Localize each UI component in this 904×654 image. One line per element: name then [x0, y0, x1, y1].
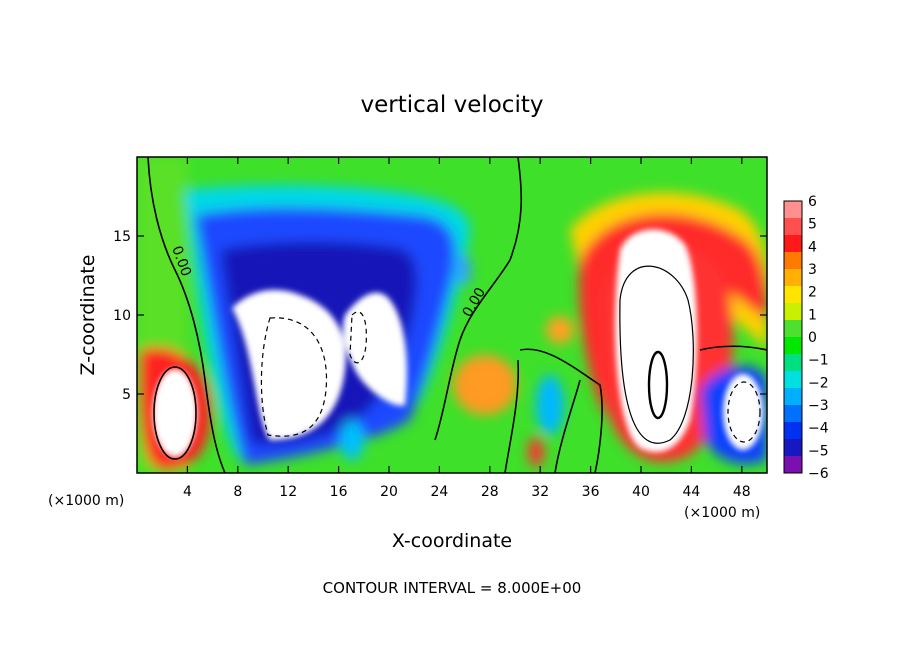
colorbar-label: 2: [808, 285, 817, 301]
colorbar-label: −4: [808, 421, 829, 437]
colorbar-swatch: [784, 252, 802, 270]
contour-interval-note: CONTOUR INTERVAL = 8.000E+00: [323, 579, 582, 597]
colorbar-label: −2: [808, 375, 829, 391]
core-downdraft-a: [232, 289, 346, 440]
colorbar-swatch: [784, 320, 802, 338]
contour-right-down-dashed: [727, 381, 761, 443]
field-orange-center-2: [546, 316, 574, 344]
colorbar-frame: [783, 200, 803, 474]
contour-down-b-dashed: [349, 311, 367, 364]
y-axis: 5 10 15: [113, 229, 767, 403]
core-right-updraft: [615, 229, 697, 453]
colorbar-label: −1: [808, 353, 829, 369]
colorbar-label: −3: [808, 398, 829, 414]
x-tick-label: 4: [183, 484, 192, 500]
colorbar-swatch: [784, 303, 802, 321]
colorbar-swatch: [784, 422, 802, 440]
colorbar-label: −6: [808, 466, 829, 482]
colorbar-swatch: [784, 388, 802, 406]
colorbar-swatch: [784, 235, 802, 253]
contour-down-a-dashed: [260, 317, 328, 437]
contour-left-updraft: [153, 366, 197, 460]
contour-zero-c2: [504, 359, 520, 473]
core-downdraft-b: [343, 292, 407, 406]
chart-title: vertical velocity: [361, 92, 544, 118]
colorbar-label: 1: [808, 307, 817, 323]
colorbar-swatch: [784, 439, 802, 457]
field-orange-center: [453, 355, 517, 415]
contour-zero-c3: [554, 379, 581, 473]
colorbar-swatch: [784, 337, 802, 355]
contour-zero-center: [434, 157, 523, 441]
x-tick-label: 40: [632, 484, 650, 500]
x-tick-label: 36: [582, 484, 600, 500]
contours: [147, 157, 767, 473]
colorbar-label: 4: [808, 239, 817, 255]
x-unit-right: (×1000 m): [684, 505, 760, 521]
colorbar-swatch: [784, 354, 802, 372]
y-tick-label: 5: [122, 387, 131, 403]
field-cyan-spot: [340, 420, 364, 460]
x-axis-label: X-coordinate: [392, 530, 512, 552]
colorbar-swatch: [784, 269, 802, 287]
colorbar-swatch: [784, 371, 802, 389]
x-axis: 4 8 12 16 20 24 28 32 36 40 44 48: [183, 157, 751, 500]
field-cyan-lower-center: [536, 375, 564, 435]
x-tick-label: 12: [279, 484, 297, 500]
colorbar-swatch: [784, 405, 802, 423]
colorbar-swatch: [784, 201, 802, 219]
colorbar-label: 3: [808, 262, 817, 278]
colorbar-label: 0: [808, 330, 817, 346]
y-axis-label: Z-coordinate: [77, 255, 99, 376]
colorbar-swatch: [784, 218, 802, 236]
contour-zero-far-right: [699, 345, 767, 351]
x-tick-label: 24: [430, 484, 448, 500]
x-tick-label: 44: [682, 484, 700, 500]
contour-right-core: [647, 350, 669, 420]
field-blue-spot: [457, 254, 471, 286]
colorbar-swatch: [784, 456, 802, 474]
contour-right-updraft: [619, 265, 694, 444]
contour-zero-left: [147, 157, 226, 473]
core-right-downdraft: [723, 374, 763, 450]
x-tick-label: 16: [330, 484, 348, 500]
plot-field: 0.00 0.00: [137, 157, 767, 473]
x-unit-left: (×1000 m): [48, 493, 124, 509]
field-red-spot: [528, 437, 544, 467]
colorbar-label: 6: [808, 194, 817, 210]
y-tick-label: 15: [113, 229, 131, 245]
core-left-updraft: [153, 369, 197, 457]
x-tick-label: 20: [380, 484, 398, 500]
colorbar-label: 5: [808, 217, 817, 233]
y-tick-label: 10: [113, 308, 131, 324]
colorbar-swatch: [784, 286, 802, 304]
colorbar: 6 5 4 3 2 1 0 −1 −2 −3 −4 −5 −6: [783, 194, 829, 482]
colorbar-label: −5: [808, 443, 829, 459]
x-tick-label: 48: [733, 484, 751, 500]
contour-zero-right: [519, 348, 603, 473]
x-tick-label: 8: [233, 484, 242, 500]
x-tick-label: 28: [481, 484, 499, 500]
x-tick-label: 32: [531, 484, 549, 500]
